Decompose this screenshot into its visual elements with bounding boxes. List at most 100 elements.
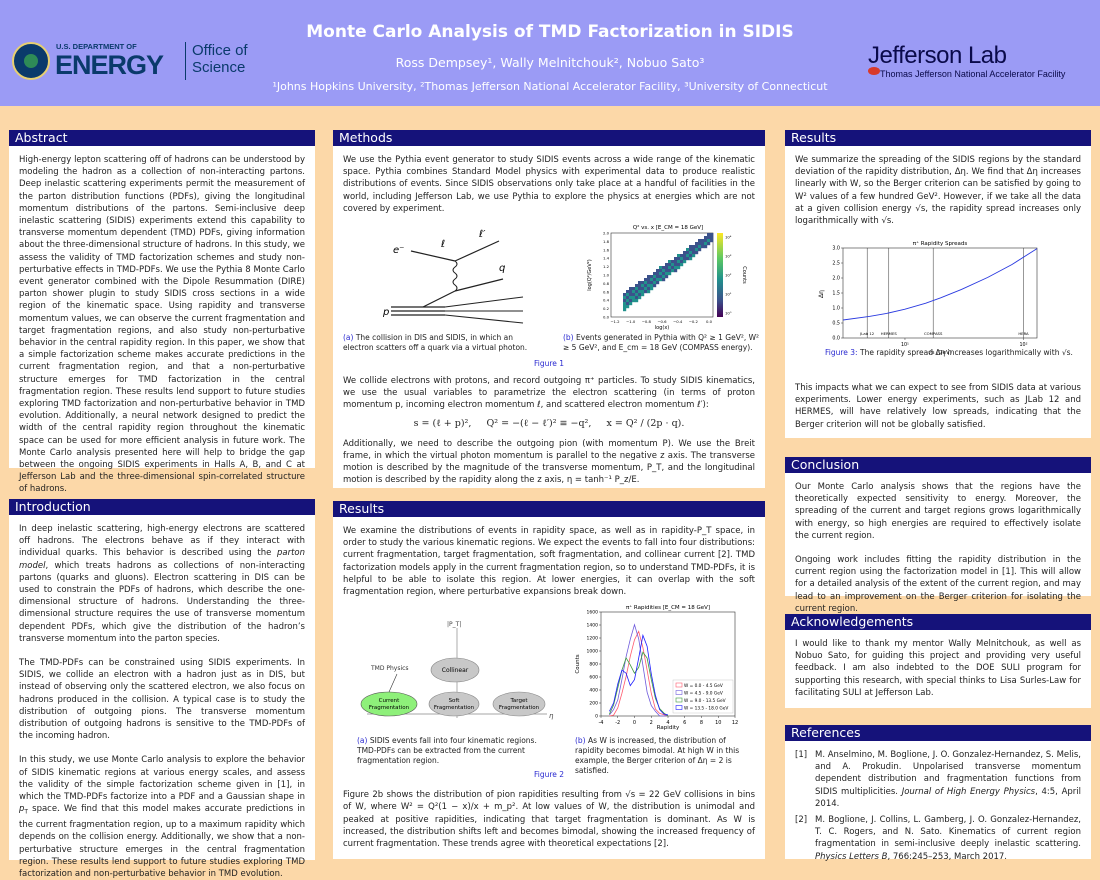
rap-legend-label: W = 4.5 - 9.0 GeV (684, 691, 723, 697)
heatmap-cell (680, 257, 684, 261)
fig1b-label: (b) (563, 333, 574, 343)
heatmap-cell (659, 272, 663, 276)
spread-ytick: 0.0 (832, 336, 840, 342)
heatmap-cell (686, 254, 690, 258)
heatmap-cell (659, 266, 663, 270)
heatmap-cell (662, 266, 666, 270)
figure-1-label: Figure 1 (533, 359, 565, 369)
spread-ytick: 2.0 (832, 276, 840, 282)
heatmap-colorbar (717, 233, 723, 318)
heatmap-cell (644, 278, 648, 282)
heatmap-cell (668, 263, 672, 267)
heatmap-cell (692, 254, 696, 258)
heatmap-cell (683, 260, 687, 264)
heatmap-cell (710, 233, 714, 237)
heatmap-cell (650, 281, 654, 285)
feyn-e: e⁻ (393, 245, 404, 256)
heatmap-cell (695, 242, 699, 246)
logo-line1: U.S. DEPARTMENT OF (56, 42, 137, 51)
target-label-1: Target (509, 698, 528, 704)
heatmap-cell (623, 299, 627, 303)
rap-xlabel: Rapidity (657, 725, 680, 731)
target-label-2: Fragmentation (499, 705, 540, 711)
heatmap-cell (629, 287, 633, 291)
heatmap-cell (626, 305, 630, 309)
rap-series-line (609, 634, 669, 716)
conclusion-paragraph-1: Our Monte Carlo analysis shows that the … (795, 482, 1081, 541)
heatmap-cell (656, 278, 660, 282)
heatmap-cell (626, 290, 630, 294)
spread-ytick: 1.5 (832, 291, 840, 297)
methods-paragraph-2: We collide electrons with protons, and r… (343, 376, 755, 411)
heatmap-cell (638, 296, 642, 300)
heatmap-cell (659, 269, 663, 273)
heatmap-cell (704, 239, 708, 243)
heatmap-cell (653, 275, 657, 279)
abstract-heading: Abstract (9, 130, 315, 146)
heatmap-xlabel: log(x) (655, 325, 670, 331)
results-paragraph-2: Figure 2b shows the distribution of pion… (343, 790, 755, 850)
rap-series-line (609, 623, 669, 717)
fig3-label: Figure 3: (825, 348, 858, 357)
heatmap-cell (707, 239, 711, 243)
soft-label-1: Soft (449, 698, 461, 704)
heatmap-xtick: −0.2 (689, 319, 699, 324)
heatmap-cell (689, 248, 693, 252)
heatmap-cell (698, 242, 702, 246)
results-section-middle: Results We examine the distributions of … (333, 501, 765, 859)
heatmap-cell (659, 278, 663, 282)
poster-affiliations: ¹Johns Hopkins University, ²Thomas Jeffe… (272, 80, 828, 93)
feynman-diagram: e⁻ ℓ ℓ′ q p (383, 229, 524, 324)
heatmap-cell (626, 302, 630, 306)
heatmap-xtick: −1.2 (610, 319, 620, 324)
heatmap-cell (674, 269, 678, 273)
heatmap-cell (656, 281, 660, 285)
heatmap-cell (671, 266, 675, 270)
heatmap-cell (686, 251, 690, 255)
fig3-text: The rapidity spread Δη increases logarit… (859, 348, 1073, 357)
heatmap-cell (638, 281, 642, 285)
fig2a-label: (a) (357, 736, 368, 746)
ref-1-tail: , 4:5, April 2014. (815, 786, 1081, 809)
regions-eta-axis: η (549, 712, 554, 720)
spread-line (842, 248, 1038, 321)
logo-office: Office of Science (192, 42, 248, 76)
references-heading: References (785, 725, 1091, 741)
rap-xtick: 6 (683, 720, 686, 726)
heatmap-cell (695, 251, 699, 255)
conclusion-paragraph-2: Ongoing work includes fitting the rapidi… (795, 555, 1081, 614)
rap-xtick: -4 (599, 720, 604, 726)
current-label-2: Fragmentation (369, 705, 410, 711)
heatmap-cell (656, 272, 660, 276)
heatmap-colorbar-tick: 10¹ (725, 292, 732, 297)
introduction-section: Introduction In deep inelastic scatterin… (9, 499, 315, 879)
spread-ylabel: Δη (818, 290, 825, 298)
rap-legend-swatch (675, 697, 683, 703)
heatmap-ytick: 1.8 (603, 239, 610, 244)
heatmap-cell (632, 290, 636, 294)
heatmap-cell (659, 275, 663, 279)
heatmap-cell (692, 248, 696, 252)
heatmap-cell (695, 248, 699, 252)
heatmap-ytick: 1.2 (603, 264, 610, 269)
fig3-caption: Figure 3: The rapidity spread Δη increas… (825, 348, 1085, 358)
figure-2-label: Figure 2 (533, 770, 565, 780)
heatmap-cell (626, 296, 630, 300)
heatmap-colorbar-tick: 10³ (725, 254, 732, 259)
heatmap-cell (623, 293, 627, 297)
heatmap-cell (635, 287, 639, 291)
heatmap-cell (674, 263, 678, 267)
heatmap-title: Q² vs. x [E_CM = 18 GeV] (633, 224, 703, 231)
introduction-heading: Introduction (9, 499, 315, 515)
heatmap-cell (668, 269, 672, 273)
jefferson-lab-logo: Jefferson Lab Thomas Jefferson National … (868, 42, 1088, 86)
current-fragmentation-region (360, 691, 418, 717)
heatmap-cell (707, 233, 711, 237)
results-heading-right: Results (785, 130, 1091, 146)
heatmap-cell (623, 296, 627, 300)
heatmap-cell (644, 290, 648, 294)
rap-xtick: 0 (633, 720, 636, 726)
heatmap-xtick: 0.0 (706, 319, 713, 324)
rap-ylabel: Counts (575, 654, 581, 673)
heatmap-cell (662, 269, 666, 273)
